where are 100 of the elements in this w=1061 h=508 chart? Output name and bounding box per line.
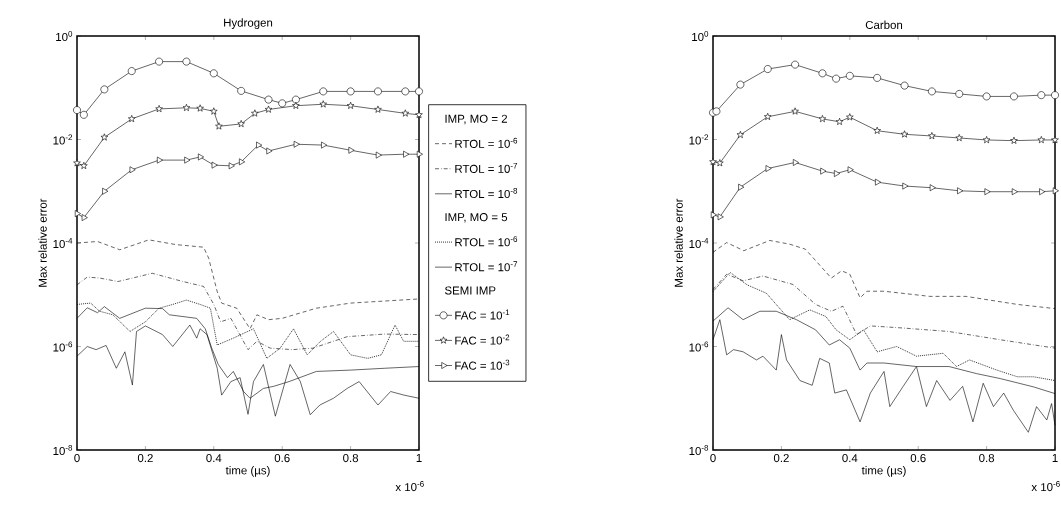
point bbox=[155, 105, 163, 113]
point bbox=[1010, 92, 1018, 101]
point bbox=[278, 99, 287, 108]
point bbox=[1051, 91, 1059, 100]
point bbox=[155, 57, 163, 66]
chart-title: Carbon bbox=[865, 20, 903, 29]
text: IMP, MO = 5 bbox=[445, 213, 508, 223]
point bbox=[763, 65, 772, 73]
point bbox=[264, 95, 273, 104]
point bbox=[211, 161, 218, 169]
x-axis-title: time (µs) bbox=[225, 465, 270, 477]
text: x 10$^{-6}$ bbox=[1031, 481, 1060, 492]
point bbox=[293, 140, 300, 148]
x-axis-title: time (µs) bbox=[861, 465, 906, 477]
point bbox=[736, 130, 745, 139]
x-tick-label: 0.8 bbox=[979, 454, 995, 463]
point bbox=[832, 74, 841, 83]
x-tick-label: 0 bbox=[710, 454, 716, 463]
point bbox=[900, 81, 909, 90]
point bbox=[184, 156, 191, 164]
x-tick-label: 0.2 bbox=[773, 454, 789, 463]
text: SEMI IMP bbox=[444, 286, 496, 295]
point bbox=[319, 87, 328, 96]
x-tick-label: 0.2 bbox=[137, 454, 153, 463]
point bbox=[1039, 188, 1046, 196]
x-tick-label: 1 bbox=[416, 454, 422, 462]
point bbox=[210, 107, 218, 115]
point bbox=[237, 120, 245, 128]
point bbox=[982, 136, 991, 144]
point bbox=[834, 170, 841, 177]
point bbox=[415, 110, 423, 119]
point bbox=[182, 57, 191, 66]
point bbox=[717, 213, 724, 221]
x-tick-label: 0.4 bbox=[206, 454, 222, 463]
point bbox=[127, 67, 136, 75]
point bbox=[239, 158, 246, 166]
y-tick-label: 10$^{-2}$ bbox=[689, 134, 709, 145]
point bbox=[847, 166, 854, 174]
legend-label: FAC = 10$^{-3}$ bbox=[455, 359, 510, 370]
point bbox=[982, 92, 991, 101]
legend-label: RTOL = 10$^{-8}$ bbox=[455, 187, 518, 199]
point bbox=[128, 115, 136, 123]
point bbox=[102, 187, 109, 195]
point bbox=[374, 105, 382, 113]
point bbox=[73, 106, 81, 114]
point bbox=[1011, 188, 1018, 196]
point bbox=[1037, 91, 1046, 100]
point bbox=[818, 69, 827, 78]
point bbox=[79, 110, 88, 119]
point bbox=[818, 115, 827, 123]
point bbox=[348, 146, 355, 154]
point bbox=[902, 182, 909, 190]
point bbox=[209, 69, 218, 78]
point bbox=[791, 60, 799, 69]
point bbox=[292, 95, 300, 104]
point bbox=[251, 109, 259, 117]
point bbox=[81, 214, 88, 221]
point bbox=[129, 166, 136, 174]
point bbox=[900, 130, 909, 138]
point bbox=[100, 133, 109, 141]
point bbox=[401, 87, 410, 96]
y-tick-label: 10$^{-2}$ bbox=[53, 134, 73, 145]
point bbox=[156, 156, 163, 164]
x-tick-label: 0 bbox=[74, 454, 80, 463]
point bbox=[765, 165, 772, 172]
point bbox=[928, 132, 936, 140]
chart-title: Hydrogen bbox=[224, 18, 273, 29]
x-tick-label: 0.6 bbox=[910, 454, 926, 463]
point bbox=[292, 101, 300, 109]
point bbox=[215, 122, 223, 130]
point bbox=[415, 87, 423, 96]
point bbox=[264, 105, 273, 113]
point bbox=[74, 210, 81, 218]
legend-label: FAC = 10$^{-1}$ bbox=[455, 309, 510, 320]
point bbox=[736, 80, 745, 89]
y-tick-label: 10$^{-6}$ bbox=[689, 341, 709, 352]
point bbox=[710, 211, 717, 219]
point bbox=[791, 107, 799, 115]
point bbox=[955, 134, 963, 142]
legend-label: RTOL = 10$^{-7}$ bbox=[455, 261, 518, 272]
y-tick-label: 10$^{-8}$ bbox=[689, 444, 709, 456]
point bbox=[416, 150, 423, 158]
point bbox=[928, 87, 936, 96]
y-tick-label: 10$^{-4}$ bbox=[53, 238, 73, 248]
x-tick-label: 0.6 bbox=[274, 454, 290, 463]
y-tick-label: 10$^{0}$ bbox=[56, 30, 73, 42]
y-tick-label: 10$^{-8}$ bbox=[53, 444, 73, 456]
y-tick-label: 10$^{0}$ bbox=[692, 30, 709, 42]
point bbox=[1010, 136, 1018, 144]
point bbox=[835, 117, 844, 125]
point bbox=[256, 141, 263, 149]
point bbox=[875, 178, 882, 186]
point bbox=[764, 112, 772, 120]
point bbox=[1051, 136, 1059, 144]
y-axis-title: Max relative error bbox=[674, 198, 683, 287]
point bbox=[319, 100, 327, 108]
point bbox=[873, 126, 881, 134]
text: x 10$^{-6}$ bbox=[395, 481, 424, 492]
point bbox=[266, 147, 273, 155]
point bbox=[709, 157, 717, 166]
